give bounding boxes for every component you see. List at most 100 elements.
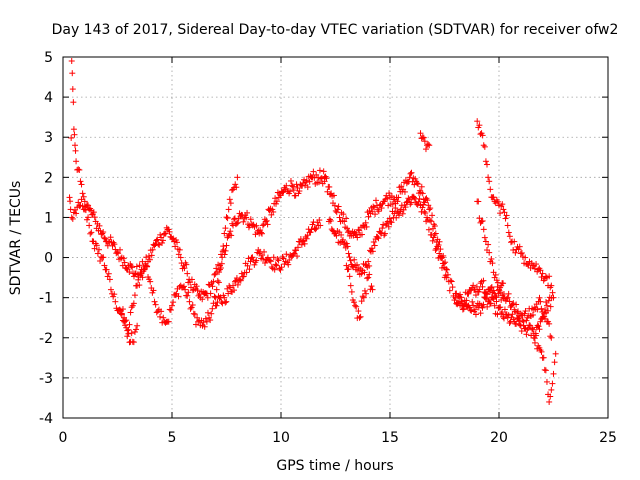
data-point [469, 298, 476, 305]
data-point [552, 350, 559, 357]
data-point [93, 242, 100, 249]
data-point [273, 262, 280, 269]
data-point [260, 256, 267, 263]
data-point [377, 229, 384, 236]
data-point [231, 287, 238, 294]
data-point [184, 270, 191, 277]
data-point [137, 269, 144, 276]
data-point [501, 209, 508, 216]
data-point [443, 274, 450, 281]
data-point [223, 214, 230, 221]
data-point [222, 299, 229, 306]
data-point [201, 323, 208, 330]
data-point [547, 333, 554, 340]
data-point [543, 378, 550, 385]
data-point [389, 201, 396, 208]
data-point [458, 298, 465, 305]
data-point [546, 320, 553, 327]
data-point [546, 398, 553, 405]
data-point [360, 294, 367, 301]
data-point [489, 260, 496, 267]
data-point [425, 141, 432, 148]
data-point [512, 249, 519, 256]
data-point [94, 250, 101, 257]
data-point [245, 255, 252, 262]
data-point [153, 237, 160, 244]
data-point [149, 246, 156, 253]
data-point [365, 213, 372, 220]
data-point [417, 130, 424, 137]
data-point [549, 289, 556, 296]
data-point [497, 210, 504, 217]
data-point [111, 241, 118, 248]
data-point [434, 243, 441, 250]
data-point [172, 292, 179, 299]
data-point [125, 330, 132, 337]
data-point [536, 294, 543, 301]
data-point [166, 228, 173, 235]
data-point [506, 320, 513, 327]
data-point [184, 292, 191, 299]
data-point [165, 318, 172, 325]
data-point [69, 70, 76, 77]
data-point [472, 306, 479, 313]
data-point [233, 184, 240, 191]
data-point [304, 184, 311, 191]
data-point [223, 298, 230, 305]
data-point [534, 322, 541, 329]
data-point [448, 278, 455, 285]
data-point [351, 256, 358, 263]
data-point [466, 304, 473, 311]
data-point [136, 262, 143, 269]
data-point [269, 206, 276, 213]
data-point [118, 311, 125, 318]
data-point [117, 307, 124, 314]
data-point [402, 204, 409, 211]
data-point [134, 322, 141, 329]
data-point [365, 274, 372, 281]
data-point [420, 201, 427, 208]
data-point [540, 354, 547, 361]
data-point [214, 277, 221, 284]
data-point [307, 229, 314, 236]
data-point [375, 235, 382, 242]
data-point [128, 263, 135, 270]
data-point [204, 309, 211, 316]
data-point [160, 314, 167, 321]
data-point [126, 269, 133, 276]
data-point [78, 181, 85, 188]
data-point [227, 200, 234, 207]
y-tick-label: 4 [44, 90, 53, 106]
data-point [181, 265, 188, 272]
data-point [477, 310, 484, 317]
data-point [150, 287, 157, 294]
data-point [354, 234, 361, 241]
data-point [345, 250, 352, 257]
data-point [537, 267, 544, 274]
data-point [420, 134, 427, 141]
data-point [130, 339, 137, 346]
data-point [438, 253, 445, 260]
data-point [414, 180, 421, 187]
data-point [71, 142, 78, 149]
data-point [237, 277, 244, 284]
data-point [210, 278, 217, 285]
data-point [157, 313, 164, 320]
data-point [262, 260, 269, 267]
data-point [277, 192, 284, 199]
data-point [446, 287, 453, 294]
data-point [427, 205, 434, 212]
data-point [388, 219, 395, 226]
data-point [222, 225, 229, 232]
data-point [388, 193, 395, 200]
data-point [306, 178, 313, 185]
data-point [144, 263, 151, 270]
data-point [78, 196, 85, 203]
data-point [232, 181, 239, 188]
data-point [480, 277, 487, 284]
data-point [515, 246, 522, 253]
data-point [478, 218, 485, 225]
data-point [538, 305, 545, 312]
data-point [221, 230, 228, 237]
data-point [294, 184, 301, 191]
